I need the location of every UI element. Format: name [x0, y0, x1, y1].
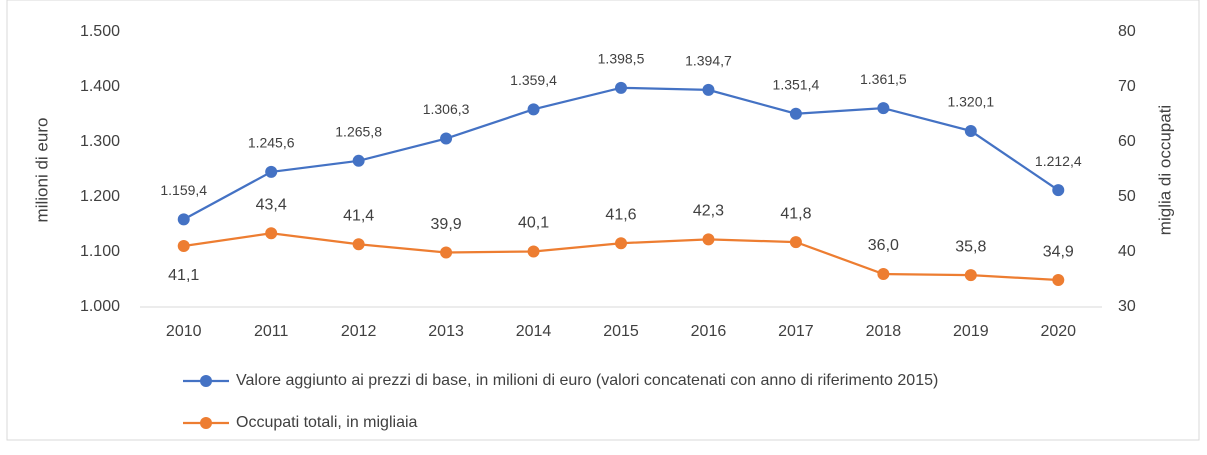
point	[877, 268, 890, 280]
data-label: 43,4	[256, 197, 287, 214]
data-label: 1.351,4	[773, 76, 820, 92]
data-label: 35,8	[955, 238, 986, 255]
x-tick-label: 2018	[866, 323, 902, 340]
point	[1052, 184, 1065, 197]
legend-marker	[200, 417, 212, 429]
data-label: 41,8	[780, 205, 811, 222]
y2-axis-label: miglia di occupati	[1155, 105, 1174, 235]
point	[440, 246, 453, 259]
point	[615, 237, 627, 250]
x-tick-label: 2016	[691, 323, 727, 340]
data-label: 1.265,8	[335, 124, 382, 140]
point	[527, 103, 540, 116]
x-tick-label: 2012	[341, 323, 377, 340]
y-tick-label: 1.100	[80, 243, 120, 260]
y2-tick-label: 30	[1118, 298, 1136, 315]
y2-tick-label: 40	[1118, 243, 1136, 260]
y-tick-label: 1.000	[80, 298, 120, 315]
data-label: 1.394,7	[685, 53, 732, 69]
data-label: 1.159,4	[160, 182, 207, 198]
y-axis-label: milioni di euro	[32, 118, 51, 223]
data-label: 1.306,3	[423, 101, 470, 117]
legend-label: Valore aggiunto ai prezzi di base, in mi…	[236, 372, 938, 389]
y-tick-label: 1.500	[80, 23, 120, 40]
x-tick-label: 2011	[254, 323, 289, 340]
y2-tick-label: 60	[1118, 133, 1136, 150]
data-label: 1.245,6	[248, 135, 295, 151]
y2-tick-label: 50	[1118, 188, 1136, 205]
point	[964, 269, 977, 282]
chart-frame	[6, 0, 1200, 441]
point	[352, 238, 365, 251]
x-tick-label: 2010	[166, 323, 202, 340]
series-line	[183, 86, 1059, 221]
point	[702, 83, 715, 96]
point	[789, 107, 802, 120]
data-label: 36,0	[868, 237, 899, 254]
x-tick-label: 2015	[603, 323, 639, 340]
y2-tick-label: 70	[1118, 78, 1136, 95]
point	[789, 236, 802, 249]
point	[877, 102, 890, 115]
data-label: 34,9	[1043, 243, 1074, 260]
point	[702, 233, 715, 246]
data-label: 1.359,4	[510, 72, 557, 88]
point	[615, 81, 627, 94]
y2-tick-label: 80	[1118, 23, 1136, 40]
data-label: 42,3	[693, 203, 724, 220]
data-label: 1.398,5	[598, 51, 645, 67]
point	[265, 165, 278, 178]
point	[964, 124, 977, 137]
point	[177, 239, 190, 252]
legend-label: Occupati totali, in migliaia	[236, 414, 418, 431]
point	[177, 213, 190, 226]
x-tick-label: 2020	[1040, 323, 1076, 340]
y-tick-label: 1.400	[80, 78, 120, 95]
data-label: 1.361,5	[860, 71, 907, 87]
x-tick-label: 2014	[516, 323, 552, 340]
y-tick-label: 1.200	[80, 188, 120, 205]
x-tick-label: 2017	[778, 323, 814, 340]
point	[1052, 274, 1065, 287]
point	[352, 154, 365, 167]
x-tick-label: 2019	[953, 323, 989, 340]
data-label: 40,1	[518, 215, 549, 232]
y-tick-label: 1.300	[80, 133, 120, 150]
point	[527, 245, 540, 258]
point	[440, 132, 453, 145]
data-label: 1.320,1	[947, 94, 994, 110]
data-label: 41,6	[605, 206, 636, 223]
point	[265, 227, 278, 240]
x-tick-label: 2013	[428, 323, 464, 340]
legend-marker	[200, 375, 212, 387]
data-label: 39,9	[431, 216, 462, 233]
data-label: 1.212,4	[1035, 153, 1082, 169]
data-label: 41,1	[168, 267, 199, 284]
data-label: 41,4	[343, 208, 374, 225]
